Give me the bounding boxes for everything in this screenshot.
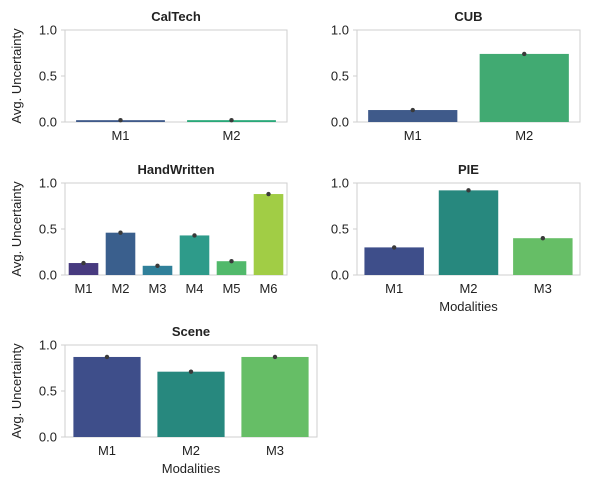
y-tick-label: 0.5 [39,222,57,237]
x-tick-label: M1 [98,443,116,458]
y-tick-label: 0.5 [331,222,349,237]
y-tick-label: 1.0 [331,176,349,191]
y-axis-label: Avg. Uncertainty [9,181,24,277]
panel-handwritten: HandWritten 0.0 0.5 1.0 Avg. Uncertainty M1 M2… [9,162,288,296]
mean-marker [118,117,123,123]
mean-marker [540,236,546,241]
plot-frame [64,29,288,123]
bar-m3 [241,356,309,437]
bar-m1 [368,110,458,122]
mean-marker [272,354,278,360]
bar-m2 [479,53,569,122]
y-tick-label: 0.0 [331,115,349,130]
mean-marker [522,51,527,57]
y-tick-label: 1.0 [39,23,57,38]
x-tick-label: M2 [222,128,240,143]
bar-m6 [253,194,284,275]
bar-m3 [142,265,173,275]
mean-marker [229,117,234,123]
mean-marker [410,107,415,113]
chart-title: HandWritten [137,162,214,177]
bar-m2 [157,371,225,437]
y-tick-label: 0.5 [39,69,57,84]
mean-marker [155,263,160,268]
mean-marker [229,259,234,264]
x-tick-label: M1 [385,281,403,296]
chart-title: CalTech [151,9,201,24]
bar-m4 [179,235,210,275]
y-tick-label: 0.0 [39,115,57,130]
y-tick-label: 0.0 [331,268,349,283]
bar-m2 [105,232,136,275]
x-tick-label: M2 [182,443,200,458]
y-tick-label: 1.0 [39,338,57,353]
y-axis-label: Avg. Uncertainty [9,28,24,124]
y-axis-label: Avg. Uncertainty [9,343,24,439]
x-tick-label: M3 [534,281,552,296]
y-tick-label: 1.0 [39,176,57,191]
chart-title: PIE [458,162,479,177]
mean-marker [266,191,271,197]
bar-m1 [73,356,141,437]
mean-marker [118,230,123,235]
y-tick-label: 0.5 [39,384,57,399]
bar-m3 [513,238,573,275]
panel-pie: PIE 0.0 0.5 1.0 M1 M2 M3 Modalities [331,162,581,314]
x-tick-label: M1 [74,281,92,296]
x-tick-label: M6 [259,281,277,296]
bar-m5 [216,261,247,275]
y-tick-label: 0.0 [39,430,57,445]
x-tick-label: M4 [185,281,203,296]
mean-marker [192,233,197,238]
bar-m1 [68,263,99,275]
bar-m2 [438,190,499,275]
x-tick-label: M2 [515,128,533,143]
x-tick-label: M5 [222,281,240,296]
chart-title: Scene [172,324,210,339]
mean-marker [391,245,397,250]
x-axis-label: Modalities [439,299,498,314]
x-axis-label: Modalities [162,461,221,476]
x-tick-label: M3 [266,443,284,458]
x-tick-label: M1 [404,128,422,143]
panel-scene: Scene 0.0 0.5 1.0 Avg. Uncertainty M1 M2 M3 Moda… [9,324,318,476]
x-tick-label: M2 [459,281,477,296]
mean-marker [81,260,86,266]
chart-title: CUB [454,9,482,24]
y-tick-label: 0.5 [331,69,349,84]
mean-marker [188,369,194,374]
mean-marker [466,188,471,193]
x-tick-label: M2 [111,281,129,296]
mean-marker [104,354,110,360]
x-tick-label: M3 [148,281,166,296]
y-tick-label: 1.0 [331,23,349,38]
x-tick-label: M1 [111,128,129,143]
y-tick-label: 0.0 [39,268,57,283]
panel-cub: CUB 0.0 0.5 1.0 M1 M2 [331,9,581,143]
bar-m1 [364,247,424,275]
panel-caltech: CalTech 0.0 0.5 1.0 Avg. Uncertainty M1 M2 [9,9,288,143]
